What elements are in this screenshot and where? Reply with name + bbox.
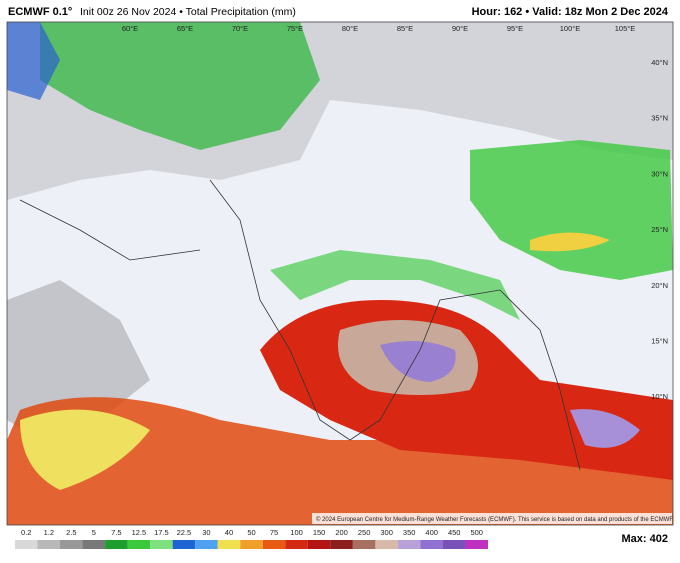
rain-area <box>570 409 640 448</box>
longitude-label: 85°E <box>397 24 413 33</box>
colorbar-label: 30 <box>202 528 210 537</box>
colorbar-label: 200 <box>335 528 348 537</box>
latitude-label: 30°N <box>651 169 668 178</box>
colorbar-label: 350 <box>403 528 416 537</box>
colorbar-swatch <box>285 540 308 549</box>
colorbar-label: 300 <box>380 528 393 537</box>
colorbar-swatch <box>352 540 376 549</box>
map <box>6 21 674 526</box>
colorbar-swatch <box>262 540 286 549</box>
colorbar-swatch <box>15 540 38 549</box>
latitude-label: 20°N <box>651 281 668 290</box>
rain-area <box>530 232 610 252</box>
colorbar-swatch <box>127 540 151 549</box>
longitude-label: 95°E <box>507 24 523 33</box>
colorbar-label: 2.5 <box>66 528 76 537</box>
colorbar-swatch <box>37 540 61 549</box>
rain-area <box>7 22 60 100</box>
longitude-label: 105°E <box>615 24 636 33</box>
latitude-label: 15°N <box>651 337 668 346</box>
valid-time: Hour: 162 • Valid: 18z Mon 2 Dec 2024 <box>472 6 669 18</box>
latitude-label: 10°N <box>651 392 668 401</box>
longitude-label: 90°E <box>452 24 468 33</box>
rain-area <box>380 341 456 382</box>
longitude-label: 75°E <box>287 24 303 33</box>
map-frame <box>6 21 674 526</box>
colorbar-swatch <box>442 540 466 549</box>
colorbar-label: 50 <box>247 528 255 537</box>
colorbar-swatch <box>105 540 128 549</box>
colorbar-label: 450 <box>448 528 461 537</box>
colorbar-label: 400 <box>425 528 438 537</box>
colorbar-label: 17.5 <box>154 528 169 537</box>
colorbar-swatch <box>82 540 106 549</box>
coastline <box>19 199 201 261</box>
colorbar-label: 40 <box>225 528 233 537</box>
colorbar-label: 75 <box>270 528 278 537</box>
colorbar-label: 22.5 <box>177 528 192 537</box>
coastline <box>209 179 581 471</box>
colorbar-label: 7.5 <box>111 528 121 537</box>
colorbar-swatch <box>307 540 331 549</box>
colorbar-label: 12.5 <box>132 528 147 537</box>
latitude-label: 40°N <box>651 58 668 67</box>
longitude-label: 80°E <box>342 24 358 33</box>
colorbar-swatch <box>397 540 421 549</box>
colorbar-label: 250 <box>358 528 371 537</box>
rain-area <box>470 140 673 280</box>
colorbar: 0.2 1.2 2.5 5 7.5 12.5 17.5 22.5 30 40 50 75 100 150 2… <box>15 528 488 549</box>
latitude-label: 25°N <box>651 225 668 234</box>
max-value: Max: 402 <box>622 533 668 545</box>
latitude-label: 35°N <box>651 114 668 123</box>
colorbar-swatch <box>330 540 353 549</box>
model-name: ECMWF 0.1° <box>8 6 72 18</box>
rain-area <box>270 250 520 320</box>
colorbar-swatch <box>375 540 398 549</box>
colorbar-label: 500 <box>470 528 483 537</box>
colorbar-swatch <box>217 540 241 549</box>
colorbar-label: 150 <box>313 528 326 537</box>
colorbar-swatch <box>420 540 443 549</box>
rain-area <box>20 409 150 490</box>
colorbar-label: 0.2 <box>21 528 31 537</box>
colorbar-label: 100 <box>290 528 303 537</box>
copyright: © 2024 European Centre for Medium-Range … <box>316 516 674 523</box>
colorbar-swatch <box>240 540 263 549</box>
colorbar-swatch <box>172 540 196 549</box>
longitude-label: 65°E <box>177 24 193 33</box>
copyright-box <box>312 513 672 524</box>
rain-area <box>7 397 673 525</box>
colorbar-swatch <box>60 540 83 549</box>
colorbar-label: 5 <box>92 528 96 537</box>
description: Init 00z 26 Nov 2024 • Total Precipitati… <box>80 6 296 18</box>
longitude-label: 60°E <box>122 24 138 33</box>
colorbar-swatch <box>150 540 173 549</box>
rain-area <box>40 22 320 150</box>
longitude-label: 70°E <box>232 24 248 33</box>
longitude-label: 100°E <box>560 24 581 33</box>
colorbar-swatch <box>195 540 218 549</box>
colorbar-swatch <box>465 540 488 549</box>
colorbar-label: 1.2 <box>44 528 54 537</box>
